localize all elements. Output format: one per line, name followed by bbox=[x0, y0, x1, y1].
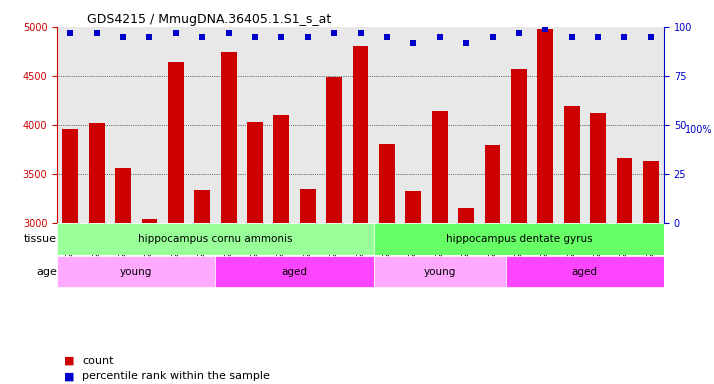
Bar bbox=[57, 223, 373, 255]
FancyArrowPatch shape bbox=[376, 253, 660, 258]
Point bbox=[223, 30, 234, 36]
Text: hippocampus dentate gyrus: hippocampus dentate gyrus bbox=[446, 234, 592, 244]
Point bbox=[540, 26, 551, 32]
Bar bbox=[511, 69, 527, 223]
Text: age: age bbox=[36, 266, 57, 277]
Point bbox=[513, 30, 525, 36]
Bar bbox=[273, 115, 289, 223]
Bar bbox=[168, 62, 183, 223]
Bar bbox=[353, 46, 368, 223]
Bar bbox=[538, 29, 553, 223]
Text: hippocampus cornu ammonis: hippocampus cornu ammonis bbox=[139, 234, 293, 244]
Point bbox=[645, 33, 657, 40]
Bar bbox=[89, 123, 105, 223]
Point bbox=[64, 30, 76, 36]
Text: young: young bbox=[423, 266, 456, 277]
Point bbox=[381, 33, 393, 40]
Bar bbox=[300, 189, 316, 223]
Bar bbox=[590, 113, 606, 223]
Point bbox=[302, 33, 313, 40]
Point bbox=[593, 33, 604, 40]
Bar bbox=[564, 106, 580, 223]
Bar bbox=[326, 77, 342, 223]
Text: ■: ■ bbox=[64, 371, 75, 381]
FancyArrowPatch shape bbox=[60, 253, 369, 258]
Bar bbox=[57, 256, 216, 287]
Bar bbox=[62, 129, 79, 223]
Point bbox=[276, 33, 287, 40]
Text: count: count bbox=[82, 356, 114, 366]
Text: young: young bbox=[120, 266, 153, 277]
Bar bbox=[406, 191, 421, 223]
Bar bbox=[643, 161, 659, 223]
Y-axis label: 100%: 100% bbox=[685, 125, 713, 135]
Bar bbox=[379, 144, 395, 223]
Bar bbox=[373, 256, 506, 287]
Bar bbox=[221, 52, 236, 223]
Point bbox=[144, 33, 155, 40]
Bar bbox=[506, 256, 664, 287]
Bar bbox=[485, 146, 501, 223]
Point bbox=[355, 30, 366, 36]
Bar bbox=[115, 168, 131, 223]
Point bbox=[249, 33, 261, 40]
Point bbox=[434, 33, 446, 40]
Bar bbox=[616, 158, 633, 223]
Point bbox=[91, 30, 102, 36]
Text: tissue: tissue bbox=[24, 234, 57, 244]
Point bbox=[566, 33, 578, 40]
Point bbox=[408, 40, 419, 46]
Text: ■: ■ bbox=[64, 356, 75, 366]
Point bbox=[461, 40, 472, 46]
Point bbox=[196, 33, 208, 40]
Bar bbox=[432, 111, 448, 223]
Bar bbox=[141, 219, 157, 223]
Bar bbox=[373, 223, 664, 255]
Point bbox=[487, 33, 498, 40]
Text: aged: aged bbox=[281, 266, 308, 277]
Bar bbox=[458, 208, 474, 223]
Point bbox=[619, 33, 630, 40]
Text: percentile rank within the sample: percentile rank within the sample bbox=[82, 371, 270, 381]
Bar bbox=[216, 256, 373, 287]
Text: aged: aged bbox=[572, 266, 598, 277]
Point bbox=[328, 30, 340, 36]
Text: GDS4215 / MmugDNA.36405.1.S1_s_at: GDS4215 / MmugDNA.36405.1.S1_s_at bbox=[88, 13, 332, 26]
Bar bbox=[247, 122, 263, 223]
Bar bbox=[194, 190, 210, 223]
Point bbox=[117, 33, 129, 40]
Point bbox=[170, 30, 181, 36]
